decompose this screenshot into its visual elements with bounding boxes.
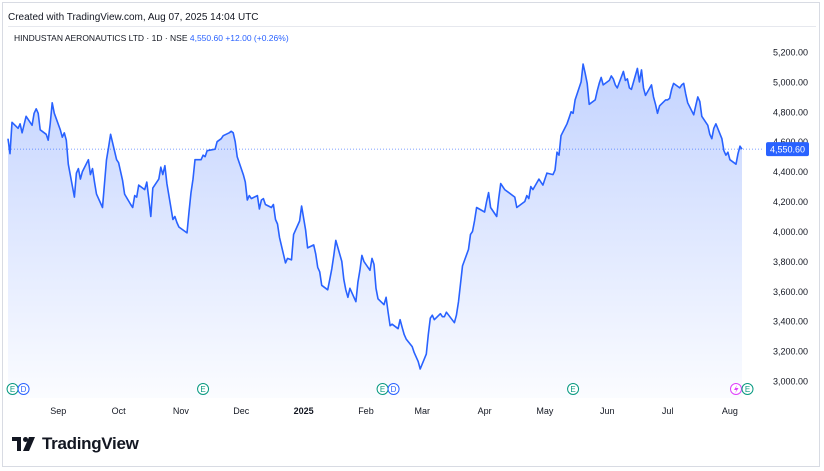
y-tick-label: 3,800.00 (773, 257, 808, 267)
x-tick-label: 2025 (294, 406, 314, 416)
series-line[interactable] (7, 63, 743, 370)
symbol-legend: HINDUSTAN AERONAUTICS LTD · 1D · NSE 4,5… (14, 33, 289, 43)
series-area-fill (8, 64, 742, 398)
dividend-marker[interactable] (387, 383, 400, 395)
tradingview-logo-icon (12, 437, 35, 451)
event-marker-letter: E (745, 385, 750, 394)
event-marker-letter: E (380, 385, 385, 394)
x-tick-label: Nov (173, 406, 190, 416)
tradingview-brand: TradingView (12, 434, 139, 454)
x-tick-label: Sep (50, 406, 66, 416)
x-tick-label: Feb (358, 406, 374, 416)
y-tick-label: 4,000.00 (773, 227, 808, 237)
price-change: +12.00 (+0.26%) (225, 33, 289, 43)
x-tick-label: Apr (478, 406, 492, 416)
y-tick-label: 3,000.00 (773, 377, 808, 387)
event-marker-letter: D (391, 385, 397, 394)
last-price: 4,550.60 (189, 33, 223, 43)
y-tick-label: 4,400.00 (773, 167, 808, 177)
y-tick-label: 4,200.00 (773, 197, 808, 207)
lightning-icon (734, 385, 739, 394)
x-tick-label: Dec (233, 406, 250, 416)
x-tick-label: May (536, 406, 554, 416)
earnings-marker[interactable] (741, 383, 754, 395)
earnings-marker[interactable] (567, 383, 580, 395)
y-tick-label: 3,400.00 (773, 317, 808, 327)
header-divider (8, 26, 816, 27)
dividend-marker[interactable] (17, 383, 30, 395)
y-tick-label: 4,800.00 (773, 107, 808, 117)
y-tick-label: 5,200.00 (773, 48, 808, 58)
x-tick-label: Jul (662, 406, 674, 416)
y-tick-label: 3,600.00 (773, 287, 808, 297)
created-with-label: Created with TradingView.com, Aug 07, 20… (8, 12, 259, 23)
symbol-name: HINDUSTAN AERONAUTICS LTD · 1D · NSE (14, 33, 188, 43)
y-tick-label: 5,000.00 (773, 77, 808, 87)
x-tick-label: Oct (112, 406, 127, 416)
last-price-badge-label: 4,550.60 (770, 145, 805, 155)
event-marker-letter: E (10, 385, 15, 394)
event-marker-letter: E (570, 385, 575, 394)
brand-name: TradingView (42, 434, 139, 453)
last-price-badge (766, 142, 809, 157)
event-marker-letter: E (200, 385, 205, 394)
x-tick-label: Mar (415, 406, 431, 416)
event-marker-letter: D (21, 385, 27, 394)
x-tick-label: Aug (722, 406, 738, 416)
y-tick-label: 3,200.00 (773, 347, 808, 357)
x-tick-label: Jun (600, 406, 615, 416)
earnings-marker[interactable] (197, 383, 210, 395)
